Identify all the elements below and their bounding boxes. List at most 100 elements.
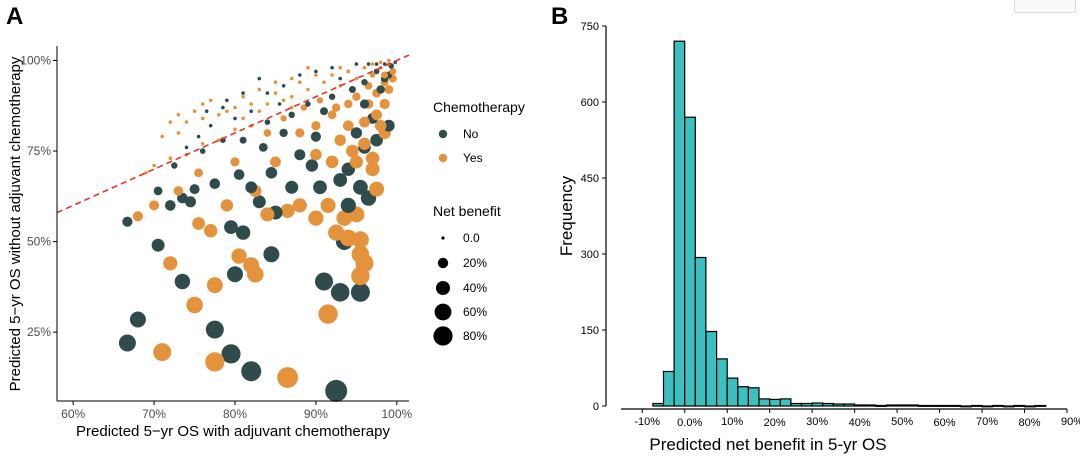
scatter-point-yes xyxy=(344,99,353,109)
histogram-bar xyxy=(853,404,866,407)
scatter-y-tick-label: 100% xyxy=(20,53,51,67)
histogram-y-tick-label: 750 xyxy=(581,21,599,33)
histogram-bar xyxy=(885,404,898,407)
corner-toolbar-widget[interactable] xyxy=(1014,0,1076,13)
scatter-point-yes xyxy=(387,58,391,63)
scatter-point-yes xyxy=(149,200,160,211)
scatter-point-no xyxy=(225,98,229,103)
scatter-point-yes xyxy=(230,157,240,167)
scatter-point-no xyxy=(330,283,350,302)
scatter-point-yes xyxy=(369,181,385,197)
scatter-point-yes xyxy=(233,127,237,132)
scatter-x-tick-label: 100% xyxy=(382,407,413,421)
scatter-point-yes xyxy=(132,211,143,222)
scatter-point-no xyxy=(305,159,319,172)
histogram-bar xyxy=(726,377,739,407)
histogram-bar xyxy=(705,330,718,407)
scatter-point-no xyxy=(330,65,334,70)
scatter-point-no xyxy=(294,149,306,161)
scatter-point-no xyxy=(264,119,271,125)
scatter-point-no xyxy=(325,379,348,402)
scatter-point-no xyxy=(382,119,395,132)
scatter-point-yes xyxy=(338,65,343,70)
histogram-bar xyxy=(1013,404,1026,407)
scatter-point-yes xyxy=(322,80,326,84)
scatter-point-no xyxy=(359,99,370,109)
scatter-point-no xyxy=(118,334,136,352)
histogram-x-ticks: -10% 0.0% 10% 20% 30% 40% 50% 60% 70% 80% 90% xyxy=(634,409,1080,429)
histogram-bar xyxy=(981,405,994,408)
scatter-point-yes xyxy=(225,109,229,113)
scatter-point-yes xyxy=(231,248,247,264)
scatter-point-yes xyxy=(233,105,237,110)
scatter-point-yes xyxy=(241,116,245,121)
histogram-bar xyxy=(811,402,824,407)
legend-size-0-label: 0.0 xyxy=(463,231,480,245)
histogram-bar xyxy=(1023,405,1036,408)
histogram-x-tick-label: 10% xyxy=(721,416,743,428)
scatter-point-no xyxy=(184,145,189,150)
scatter-point-yes xyxy=(358,137,371,150)
scatter-point-yes xyxy=(306,65,310,70)
scatter-point-no xyxy=(288,111,295,119)
scatter-point-no xyxy=(171,162,178,169)
histogram-y-ticks: 0 150 300 450 600 750 xyxy=(581,21,606,413)
scatter-point-yes xyxy=(144,171,148,175)
scatter-point-no xyxy=(374,62,379,66)
scatter-point-no xyxy=(313,180,327,195)
scatter-point-yes xyxy=(257,87,262,92)
histogram-x-tick-label: 30% xyxy=(806,416,828,428)
scatter-point-no xyxy=(153,186,163,196)
scatter-point-yes xyxy=(200,102,205,106)
identity-reference-line xyxy=(56,54,410,214)
scatter-x-tick-label: 70% xyxy=(142,407,166,421)
scatter-point-yes xyxy=(359,116,370,128)
scatter-point-yes xyxy=(273,80,278,84)
scatter-y-axis-title: Predicted 5−yr OS without adjuvant chemo… xyxy=(7,56,24,391)
histogram-bar xyxy=(928,404,941,407)
histogram-y-tick-label: 0 xyxy=(593,401,599,413)
scatter-point-yes xyxy=(343,120,354,131)
legend-no-label: No xyxy=(463,127,479,141)
panel-b-letter: B xyxy=(551,3,568,30)
histogram-panel: -10% 0.0% 10% 20% 30% 40% 50% 60% 70% 80% 90% 0 150… xyxy=(557,21,1080,454)
legend-size-20-marker xyxy=(437,257,449,269)
scatter-point-yes xyxy=(176,131,181,135)
scatter-point-yes xyxy=(327,110,337,120)
legend-size-40-marker xyxy=(436,281,450,295)
scatter-point-no xyxy=(258,143,268,152)
histogram-bar xyxy=(694,256,707,407)
histogram-x-tick-label: 90% xyxy=(1061,416,1080,428)
scatter-x-ticks: 60% 70% 80% 90% 100% xyxy=(61,401,413,421)
histogram-x-tick-label: 0.0% xyxy=(677,417,702,429)
scatter-point-no xyxy=(245,181,258,194)
scatter-point-yes xyxy=(320,197,336,213)
scatter-point-no xyxy=(199,148,206,154)
scatter-point-yes xyxy=(173,186,184,196)
histogram-bar xyxy=(673,40,686,407)
scatter-point-no xyxy=(185,196,196,208)
scatter-point-no xyxy=(285,180,299,194)
histogram-bar xyxy=(1002,405,1015,408)
scatter-point-no xyxy=(252,195,266,209)
scatter-point-no xyxy=(338,76,343,81)
scatter-point-yes xyxy=(206,277,223,294)
scatter-point-no xyxy=(305,101,311,107)
scatter-point-no xyxy=(350,127,363,139)
scatter-point-yes xyxy=(281,98,286,103)
scatter-point-yes xyxy=(200,142,205,146)
scatter-y-ticks: 25% 50% 75% 100% xyxy=(20,53,57,339)
histogram-bar xyxy=(769,398,781,407)
scatter-point-no xyxy=(376,85,385,94)
scatter-point-no xyxy=(354,62,359,66)
histogram-bar xyxy=(779,398,792,407)
legend-size-40-label: 40% xyxy=(463,281,487,295)
scatter-legend: Chemotherapy No Yes Net benefit 0.0 20% … xyxy=(433,99,525,346)
scatter-point-yes xyxy=(371,109,382,121)
scatter-point-yes xyxy=(308,210,324,226)
scatter-point-yes xyxy=(160,134,164,139)
scatter-point-yes xyxy=(168,156,173,161)
scatter-point-yes xyxy=(328,224,345,241)
scatter-point-yes xyxy=(194,168,204,178)
